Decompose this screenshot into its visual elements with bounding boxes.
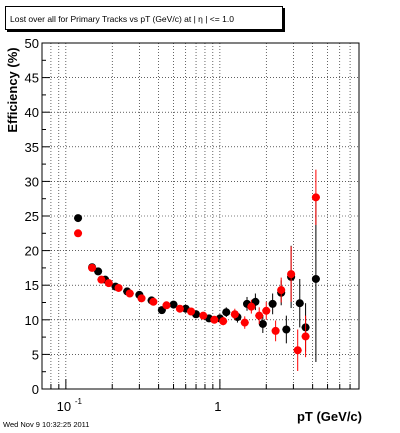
y-tick-label: 0 <box>32 382 39 397</box>
data-series <box>74 169 320 372</box>
data-point <box>240 318 249 327</box>
series-red <box>74 169 320 372</box>
data-point <box>255 311 264 320</box>
data-point <box>114 283 123 292</box>
data-point <box>94 267 103 276</box>
data-point <box>293 346 302 355</box>
data-point <box>149 297 158 306</box>
data-point <box>97 275 106 284</box>
y-tick-label: 5 <box>32 347 39 362</box>
y-tick-label: 15 <box>25 278 39 293</box>
footer-timestamp: Wed Nov 9 10:32:25 2011 <box>3 420 90 429</box>
y-axis: 0 5 10 15 20 25 30 35 40 45 50 <box>25 36 50 397</box>
x-tick-label-exponent: -1 <box>75 397 83 406</box>
data-point <box>258 319 267 328</box>
data-point <box>162 301 171 310</box>
chart-title: Lost over all for Primary Tracks vs pT (… <box>5 6 283 30</box>
y-tick-label: 25 <box>25 209 39 224</box>
data-point <box>74 214 83 223</box>
y-tick-label: 30 <box>25 174 39 189</box>
data-point <box>210 315 219 324</box>
y-tick-label: 45 <box>25 71 39 86</box>
data-point <box>175 304 184 313</box>
x-axis-label: pT (GeV/c) <box>297 409 362 424</box>
data-point <box>88 263 97 272</box>
data-point <box>271 326 280 335</box>
data-point <box>125 289 134 298</box>
data-point <box>311 274 320 283</box>
y-tick-label: 35 <box>25 140 39 155</box>
grid <box>42 43 359 389</box>
y-tick-label: 40 <box>25 105 39 120</box>
data-point <box>268 299 277 308</box>
data-point <box>282 325 291 334</box>
data-point <box>137 294 146 303</box>
data-point <box>277 286 286 295</box>
y-tick-label: 10 <box>25 313 39 328</box>
data-point <box>287 270 296 279</box>
x-tick-label: 10 <box>57 399 71 414</box>
data-point <box>311 193 320 202</box>
data-point <box>199 311 208 320</box>
data-point <box>262 306 271 315</box>
y-axis-label: Efficiency (%) <box>5 47 20 132</box>
data-point <box>247 302 256 311</box>
data-point <box>104 279 113 288</box>
data-point <box>295 299 304 308</box>
data-point <box>230 310 239 319</box>
data-point <box>219 317 228 326</box>
y-tick-label: 50 <box>25 36 39 51</box>
x-tick-label: 1 <box>214 399 221 414</box>
data-point <box>74 229 83 238</box>
data-point <box>169 300 178 309</box>
series-black <box>74 195 320 363</box>
x-axis: 10 -1 1 <box>50 379 351 414</box>
data-point <box>187 307 196 316</box>
data-point <box>222 308 231 317</box>
y-tick-label: 20 <box>25 244 39 259</box>
data-point <box>301 332 310 341</box>
plot-frame <box>41 42 360 390</box>
